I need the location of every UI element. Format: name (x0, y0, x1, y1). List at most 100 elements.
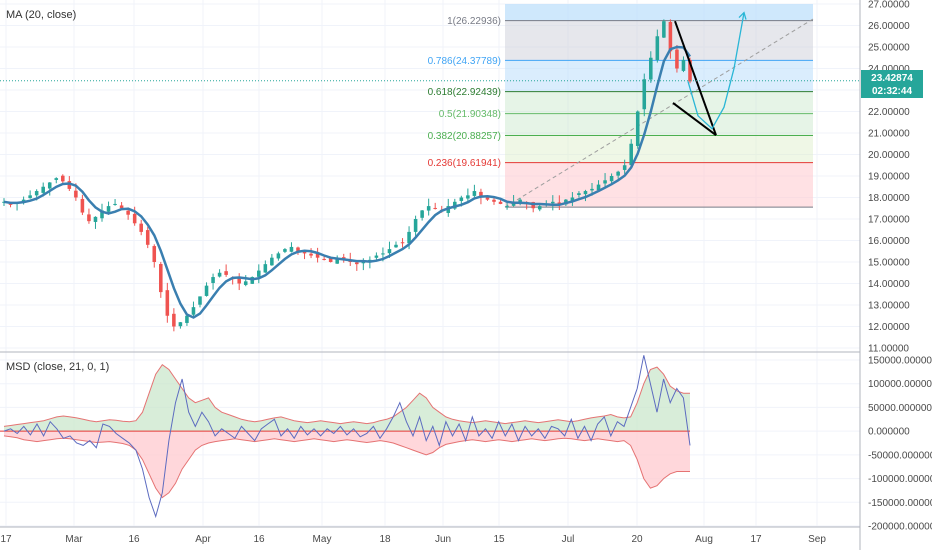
price-tick-label: 26.00000 (868, 21, 910, 32)
candle-body (394, 244, 398, 248)
candle-body (335, 257, 339, 264)
candle-body (622, 165, 627, 170)
price-tick-label: 25.00000 (868, 43, 910, 54)
candle-body (54, 178, 59, 180)
projection-arrow[interactable] (687, 12, 745, 130)
candle-body (309, 253, 313, 256)
candle-body (642, 79, 647, 110)
wedge-upper-line (674, 20, 717, 136)
time-tick-label: Jun (435, 534, 451, 545)
time-axis[interactable]: 17 Mar 16 Apr 16 May 18 Jun 15 Jul 20 Aug 17 Sep (0, 534, 826, 545)
moving-average-line (3, 45, 692, 319)
candle-body (629, 143, 633, 166)
price-tick-label: 18.00000 (868, 193, 910, 204)
candle-body (649, 57, 653, 80)
candle-body (498, 201, 503, 204)
time-tick-label: Mar (65, 534, 83, 545)
candle-body (289, 246, 294, 252)
candle-body (159, 263, 163, 293)
candle-body (407, 231, 411, 244)
candle-body (315, 253, 320, 258)
candle-body (191, 307, 196, 315)
candle-body (28, 195, 32, 199)
price-axis[interactable]: 27.0000026.0000025.0000024.0000023.00000… (868, 0, 910, 355)
candle-body (185, 315, 189, 323)
price-tick-label: 24.00000 (868, 64, 910, 75)
msd-tick-label: 150000.000000 (868, 356, 932, 367)
candle-body (224, 271, 228, 275)
wedge-lower-line (672, 102, 717, 136)
price-badge-bg (861, 70, 923, 98)
candle-body (67, 181, 72, 189)
candle-body (518, 199, 522, 203)
candle-body (590, 188, 594, 191)
candle-body (145, 230, 150, 245)
candle-body (557, 202, 562, 204)
time-tick-label: May (313, 534, 332, 545)
candle-body (609, 176, 614, 182)
msd-lower-fill (4, 431, 690, 498)
time-tick-label: Aug (695, 534, 713, 545)
candle-body (387, 249, 392, 254)
candle-body (655, 36, 660, 60)
candle-body (211, 277, 215, 284)
fib-band (505, 4, 813, 21)
time-tick-label: Jul (562, 534, 575, 545)
price-tick-label: 16.00000 (868, 236, 910, 247)
candle-body (616, 171, 620, 176)
candle-body (577, 193, 581, 196)
price-badge-value: 23.42874 (871, 73, 913, 84)
price-tick-label: 15.00000 (868, 258, 910, 269)
time-tick-label: Apr (195, 534, 211, 545)
msd-lower-band (3, 435, 690, 499)
candle-body (675, 49, 679, 69)
candle-body (322, 258, 326, 260)
candle-body (302, 251, 307, 254)
msd-tick-label: -50000.000000 (868, 450, 932, 461)
price-tick-label: 19.00000 (868, 172, 910, 183)
candle-body (472, 191, 477, 196)
time-tick-label: 16 (253, 534, 265, 545)
candle-body (328, 257, 333, 262)
candle-body (551, 201, 555, 204)
time-tick-label: 17 (750, 534, 762, 545)
candle-body (596, 184, 601, 191)
candle-body (132, 213, 137, 224)
candle-body (276, 253, 281, 259)
time-tick-label: Sep (808, 534, 826, 545)
fib-band (505, 162, 813, 208)
candle-body (119, 205, 124, 209)
msd-indicator-label[interactable]: MSD (close, 21, 0, 1) (6, 361, 109, 373)
fib-level-label: 0.618(22.92439) (428, 87, 501, 98)
candle-body (126, 210, 130, 215)
msd-tick-label: -200000.000000 (868, 522, 932, 533)
price-badge: 23.42874 02:32:44 (861, 70, 923, 98)
candle-body (355, 262, 359, 265)
fib-level-label: 1(26.22936) (447, 16, 501, 27)
candle-body (374, 255, 379, 258)
time-tick-label: 15 (493, 534, 505, 545)
time-tick-label: 17 (0, 534, 12, 545)
candle-body (178, 322, 183, 327)
candle-body (583, 191, 588, 195)
price-indicator-label[interactable]: MA (20, close) (6, 9, 76, 21)
candle-body (34, 191, 39, 196)
msd-axis[interactable]: 150000.000000 100000.000000 50000.000000 0.… (868, 356, 932, 533)
candle-body (570, 197, 575, 202)
fib-level-label: 0.236(19.61941) (428, 158, 501, 169)
candle-body (61, 175, 65, 182)
candle-body (688, 59, 692, 82)
msd-tick-label: -150000.000000 (868, 498, 932, 509)
msd-upper-fill (4, 364, 690, 432)
candle-body (420, 210, 424, 218)
fibonacci-retracement[interactable]: 1(26.22936) 0.786(24.37789) 0.618(22.92439… (428, 4, 813, 208)
fib-level-label: 0.5(21.90348) (439, 109, 501, 120)
candle-body (453, 201, 457, 209)
candle-body (243, 281, 248, 285)
msd-tick-label: -100000.000000 (868, 474, 932, 485)
candle-body (263, 264, 268, 273)
fib-band (505, 113, 813, 136)
price-tick-label: 12.00000 (868, 322, 910, 333)
price-tick-label: 11.00000 (868, 344, 909, 355)
